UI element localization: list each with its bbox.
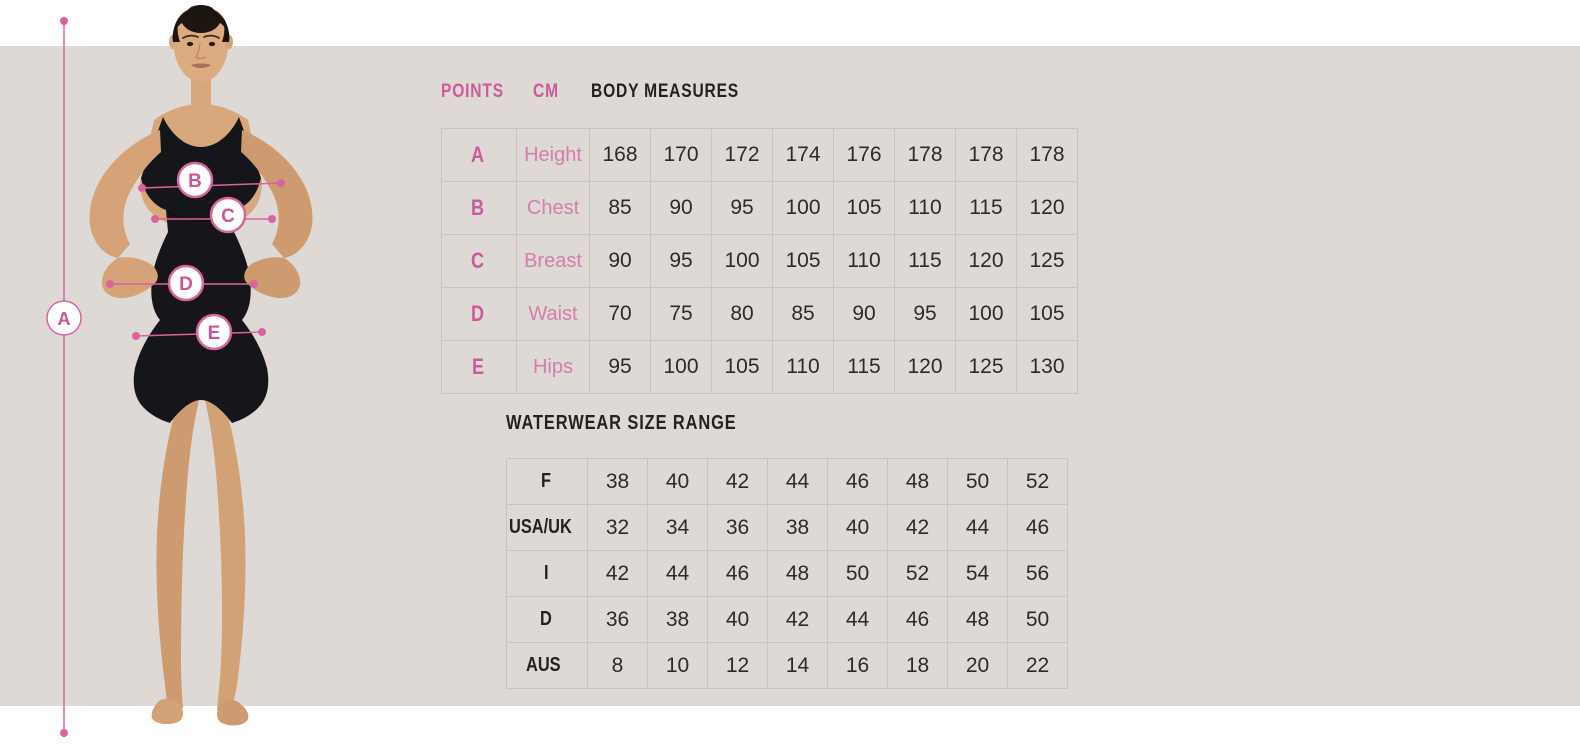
svg-text:D: D	[179, 274, 193, 295]
svg-text:C: C	[221, 206, 235, 227]
svg-text:A: A	[58, 309, 71, 329]
svg-text:E: E	[208, 323, 221, 344]
svg-text:B: B	[188, 171, 202, 192]
